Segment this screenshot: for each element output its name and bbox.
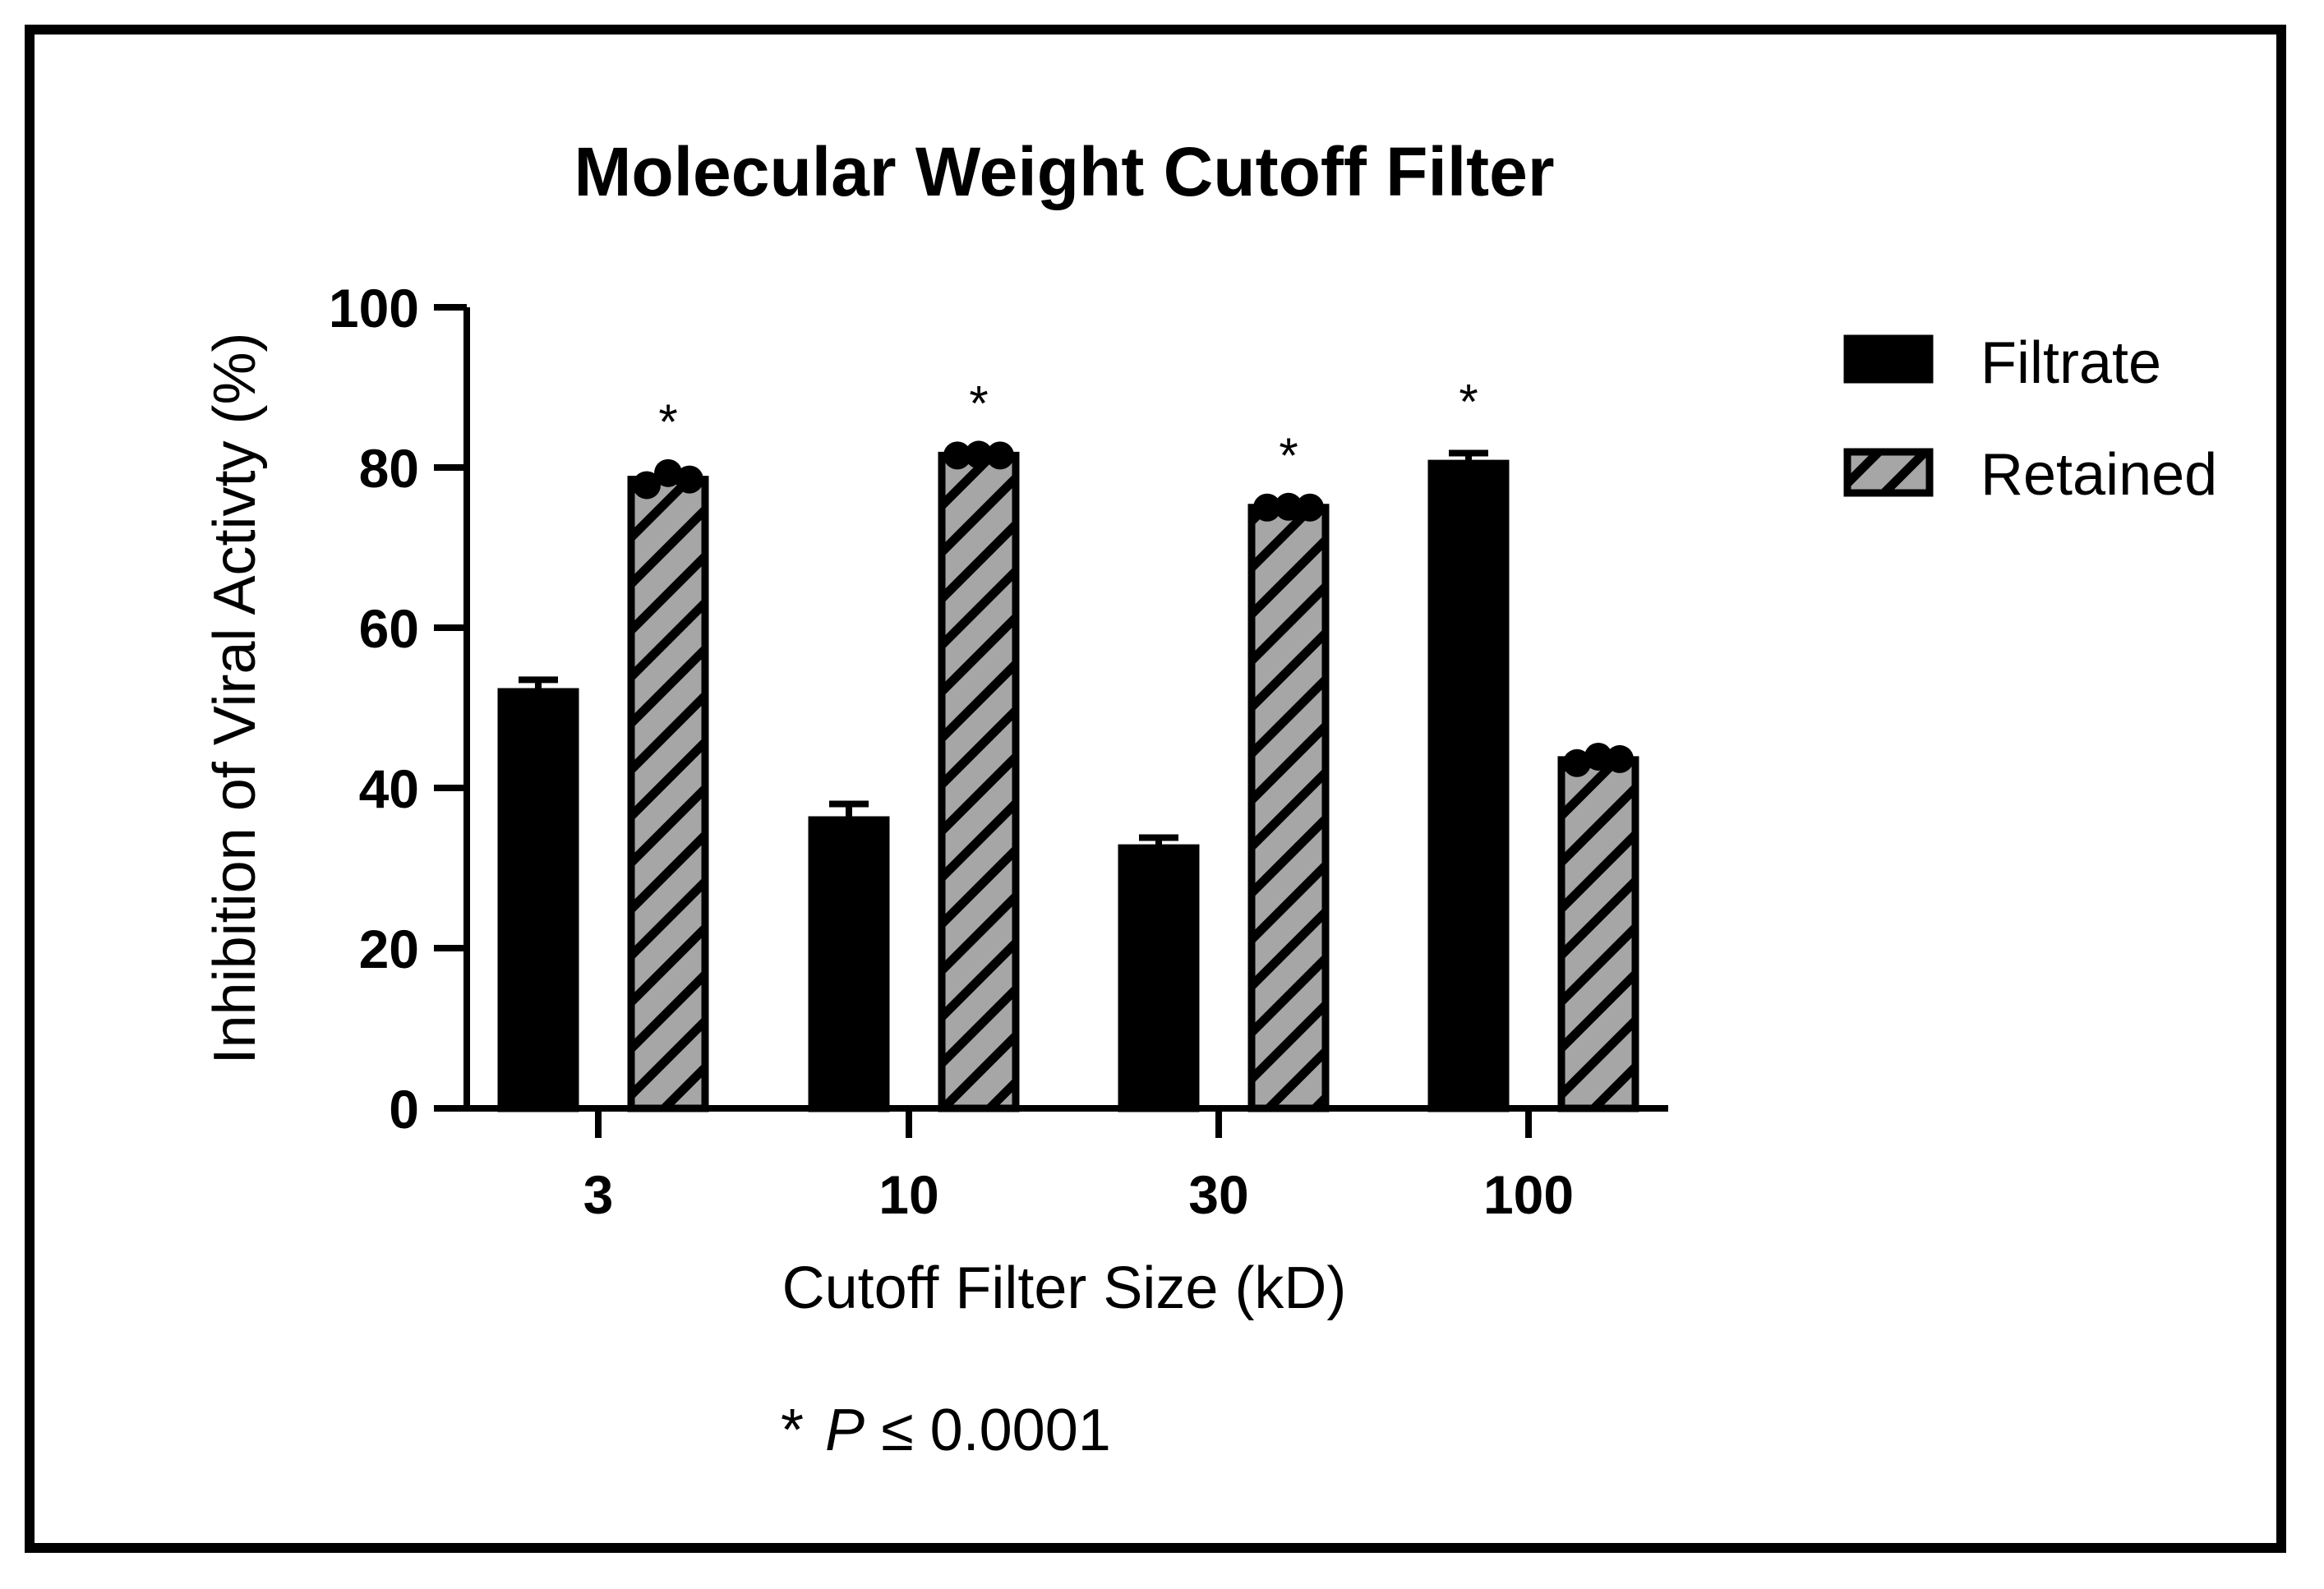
data-point: [1563, 748, 1591, 777]
bar-filtrate: [1118, 844, 1200, 1112]
y-axis-label: Inhibition of Viral Activty (%): [202, 332, 268, 1064]
data-point: [1606, 744, 1634, 773]
data-point: [633, 471, 661, 500]
y-tick-label: 40: [359, 758, 419, 819]
data-point: [1584, 742, 1612, 771]
footnote-star: *: [781, 1398, 804, 1463]
bar-retained: [1557, 756, 1639, 1112]
legend-label-retained: Retained: [1980, 442, 2217, 508]
significance-marker: *: [1459, 374, 1478, 429]
data-point: [986, 441, 1014, 470]
bar-retained: [938, 451, 1020, 1112]
bar-filtrate: [808, 816, 890, 1112]
x-tick-label: 100: [1483, 1164, 1574, 1225]
footnote: * P ≤ 0.0001: [781, 1398, 1111, 1463]
data-point: [1296, 493, 1324, 522]
legend: Filtrate Retained: [1843, 330, 2217, 508]
chart-title: Molecular Weight Cutoff Filter: [574, 133, 1554, 210]
y-tick-label: 0: [389, 1079, 419, 1140]
bar-filtrate: [497, 688, 579, 1112]
data-point: [676, 465, 703, 494]
significance-marker: *: [658, 394, 677, 449]
data-point: [1275, 492, 1303, 521]
bar-retained: [1247, 504, 1330, 1112]
x-tick-label: 30: [1188, 1164, 1248, 1225]
y-tick-label: 20: [359, 919, 419, 979]
figure-frame: [25, 25, 2286, 1553]
legend-label-filtrate: Filtrate: [1980, 330, 2161, 396]
legend-swatch-retained: [1843, 448, 1934, 497]
x-tick-label: 10: [878, 1164, 938, 1225]
data-point: [943, 441, 971, 470]
significance-marker: *: [1279, 428, 1298, 483]
y-tick-label: 100: [329, 278, 419, 339]
data-point: [654, 458, 682, 487]
significance-marker: *: [969, 375, 988, 431]
plot-area: 0 20 40 60 80 100 3 * 10 * 30 * 100 *: [329, 278, 1668, 1225]
footnote-p: P: [825, 1398, 865, 1463]
data-point: [965, 440, 993, 469]
y-tick-label: 60: [359, 598, 419, 659]
bar-retained: [627, 476, 709, 1112]
footnote-text: ≤ 0.0001: [881, 1398, 1111, 1463]
data-point: [1253, 493, 1281, 522]
legend-swatch-filtrate: [1843, 334, 1934, 384]
y-tick-label: 80: [359, 438, 419, 499]
x-axis-label: Cutoff Filter Size (kD): [782, 1255, 1347, 1321]
bar-filtrate: [1427, 459, 1510, 1112]
x-tick-label: 3: [583, 1164, 614, 1225]
